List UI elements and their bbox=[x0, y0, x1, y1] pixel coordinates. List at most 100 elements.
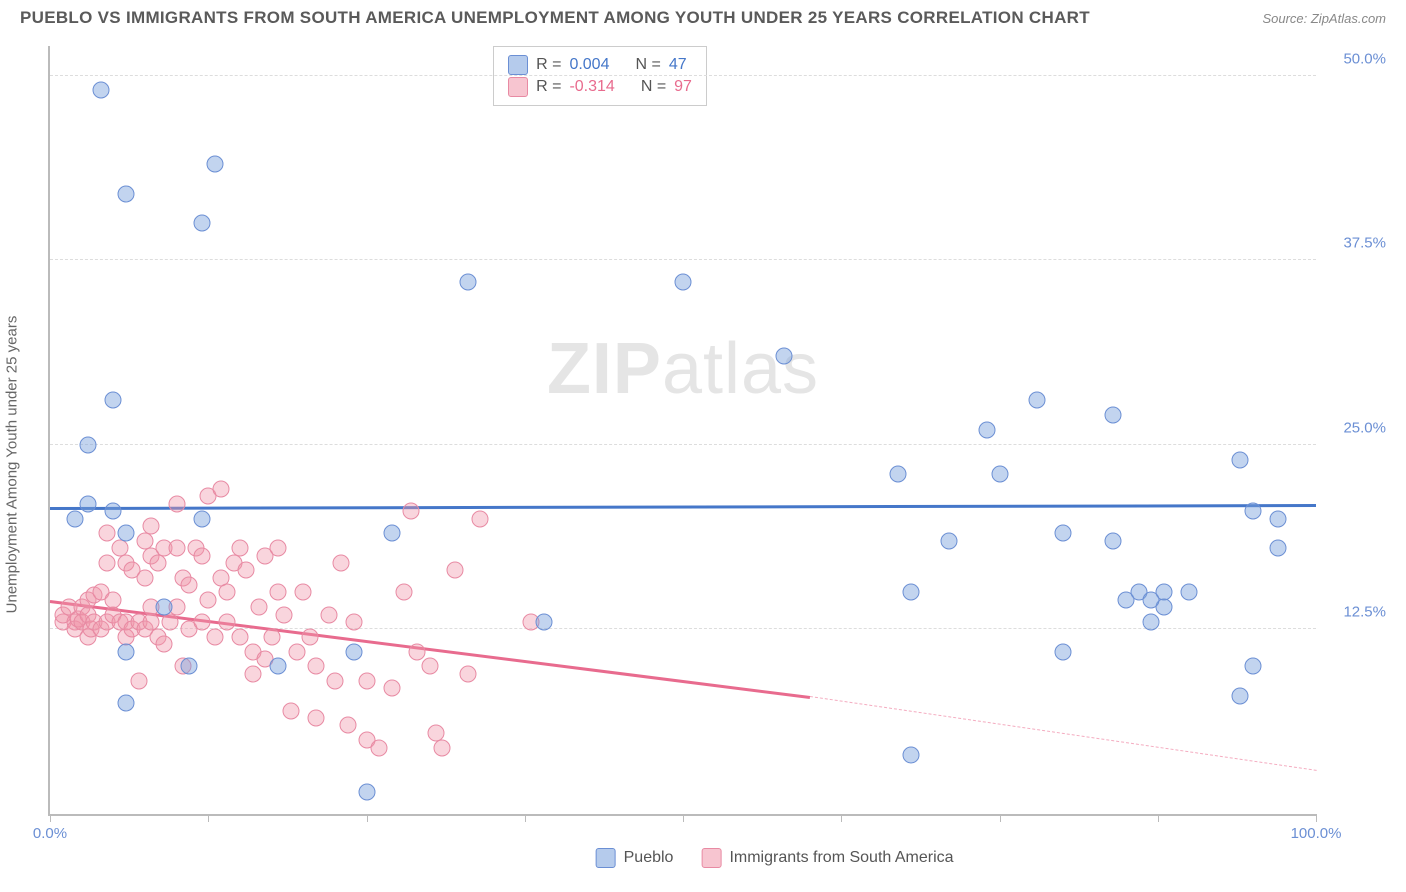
legend-item: Pueblo bbox=[596, 848, 674, 868]
data-point bbox=[776, 348, 793, 365]
data-point bbox=[143, 518, 160, 535]
data-point bbox=[181, 658, 198, 675]
data-point bbox=[1105, 407, 1122, 424]
n-value: 97 bbox=[674, 78, 692, 96]
r-value: -0.314 bbox=[569, 78, 614, 96]
data-point bbox=[301, 628, 318, 645]
data-point bbox=[902, 746, 919, 763]
data-point bbox=[200, 591, 217, 608]
x-tick bbox=[208, 814, 209, 822]
n-value: 47 bbox=[669, 56, 687, 74]
data-point bbox=[130, 673, 147, 690]
r-value: 0.004 bbox=[569, 56, 609, 74]
x-tick bbox=[1316, 814, 1317, 822]
legend-item: Immigrants from South America bbox=[701, 848, 953, 868]
data-point bbox=[98, 525, 115, 542]
data-point bbox=[269, 658, 286, 675]
data-point bbox=[991, 466, 1008, 483]
data-point bbox=[282, 702, 299, 719]
data-point bbox=[383, 680, 400, 697]
data-point bbox=[1270, 540, 1287, 557]
data-point bbox=[149, 554, 166, 571]
gridline bbox=[50, 444, 1316, 445]
data-point bbox=[117, 185, 134, 202]
data-point bbox=[193, 215, 210, 232]
data-point bbox=[409, 643, 426, 660]
data-point bbox=[320, 606, 337, 623]
data-point bbox=[902, 584, 919, 601]
data-point bbox=[162, 614, 179, 631]
data-point bbox=[117, 525, 134, 542]
data-point bbox=[333, 554, 350, 571]
data-point bbox=[1029, 392, 1046, 409]
trend-line bbox=[50, 504, 1316, 509]
swatch-blue-icon bbox=[508, 55, 528, 75]
data-point bbox=[168, 495, 185, 512]
data-point bbox=[459, 665, 476, 682]
watermark: ZIPatlas bbox=[547, 328, 819, 410]
data-point bbox=[1105, 532, 1122, 549]
data-point bbox=[117, 643, 134, 660]
data-point bbox=[238, 562, 255, 579]
data-point bbox=[79, 436, 96, 453]
data-point bbox=[434, 739, 451, 756]
x-tick-label: 0.0% bbox=[33, 825, 67, 842]
y-tick-label: 25.0% bbox=[1326, 419, 1386, 436]
data-point bbox=[383, 525, 400, 542]
legend-label: Immigrants from South America bbox=[729, 849, 953, 867]
chart-header: PUEBLO VS IMMIGRANTS FROM SOUTH AMERICA … bbox=[0, 0, 1406, 36]
data-point bbox=[244, 665, 261, 682]
y-tick-label: 37.5% bbox=[1326, 235, 1386, 252]
data-point bbox=[535, 614, 552, 631]
data-point bbox=[263, 628, 280, 645]
data-point bbox=[92, 82, 109, 99]
data-point bbox=[105, 591, 122, 608]
data-point bbox=[193, 547, 210, 564]
data-point bbox=[459, 274, 476, 291]
data-point bbox=[1181, 584, 1198, 601]
data-point bbox=[231, 540, 248, 557]
data-point bbox=[269, 584, 286, 601]
swatch-blue-icon bbox=[596, 848, 616, 868]
chart-title: PUEBLO VS IMMIGRANTS FROM SOUTH AMERICA … bbox=[20, 8, 1090, 28]
x-tick-label: 100.0% bbox=[1291, 825, 1342, 842]
chart-area: Unemployment Among Youth under 25 years … bbox=[0, 36, 1406, 876]
legend-stats-row: R = -0.314 N = 97 bbox=[508, 77, 692, 97]
data-point bbox=[1054, 643, 1071, 660]
r-label: R = bbox=[536, 56, 561, 74]
data-point bbox=[117, 695, 134, 712]
data-point bbox=[155, 599, 172, 616]
watermark-light: atlas bbox=[662, 329, 819, 409]
data-point bbox=[1232, 451, 1249, 468]
data-point bbox=[447, 562, 464, 579]
data-point bbox=[358, 783, 375, 800]
data-point bbox=[1244, 503, 1261, 520]
data-point bbox=[345, 614, 362, 631]
data-point bbox=[1270, 510, 1287, 527]
data-point bbox=[105, 503, 122, 520]
data-point bbox=[1232, 687, 1249, 704]
x-tick bbox=[1000, 814, 1001, 822]
data-point bbox=[136, 569, 153, 586]
data-point bbox=[1244, 658, 1261, 675]
r-label: R = bbox=[536, 78, 561, 96]
legend-stats: R = 0.004 N = 47 R = -0.314 N = 97 bbox=[493, 46, 707, 106]
x-tick bbox=[683, 814, 684, 822]
trend-line bbox=[810, 696, 1317, 771]
data-point bbox=[67, 510, 84, 527]
data-point bbox=[396, 584, 413, 601]
data-point bbox=[269, 540, 286, 557]
plot-area: ZIPatlas R = 0.004 N = 47 R = -0.314 N =… bbox=[48, 46, 1316, 816]
x-tick bbox=[50, 814, 51, 822]
y-axis-label: Unemployment Among Youth under 25 years bbox=[4, 316, 21, 614]
n-label: N = bbox=[635, 56, 660, 74]
data-point bbox=[168, 540, 185, 557]
watermark-bold: ZIP bbox=[547, 329, 662, 409]
data-point bbox=[472, 510, 489, 527]
data-point bbox=[326, 673, 343, 690]
data-point bbox=[890, 466, 907, 483]
data-point bbox=[1054, 525, 1071, 542]
gridline bbox=[50, 259, 1316, 260]
x-tick bbox=[1158, 814, 1159, 822]
data-point bbox=[358, 673, 375, 690]
